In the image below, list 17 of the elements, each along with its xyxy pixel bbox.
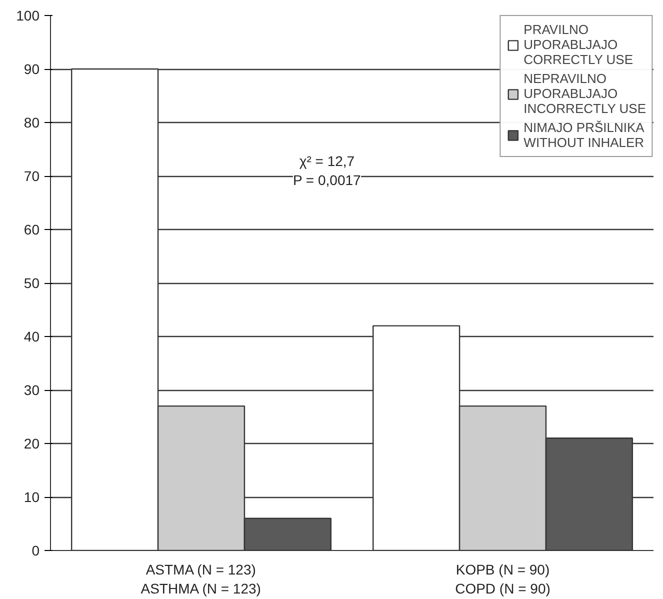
y-tick-label: 0	[32, 542, 40, 558]
legend-label: NEPRAVILNO UPORABLJAJO INCORRECTLY USE	[524, 71, 646, 116]
y-tick-label: 60	[24, 222, 40, 238]
y-tick-label: 100	[16, 8, 40, 24]
y-tick-label: 70	[24, 168, 40, 184]
legend-label: NIMAJO PRŠILNIKA WITHOUT INHALER	[524, 120, 644, 150]
legend-label: PRAVILNO UPORABLJAJO CORRECTLY USE	[524, 22, 633, 67]
x-tick-label: ASTMA (N = 123) ASTHMA (N = 123)	[140, 562, 261, 597]
y-tick-label: 40	[24, 328, 40, 344]
x-tick-label: KOPB (N = 90) COPD (N = 90)	[455, 562, 550, 597]
y-tick-label: 10	[24, 489, 40, 505]
y-tick-label: 30	[24, 382, 40, 398]
y-tick-label: 90	[24, 61, 40, 77]
y-tick-label: 50	[24, 275, 40, 291]
y-tick-label: 20	[24, 436, 40, 452]
y-tick-label: 80	[24, 114, 40, 130]
annotation: χ² = 12,7 P = 0,0017	[292, 153, 362, 188]
